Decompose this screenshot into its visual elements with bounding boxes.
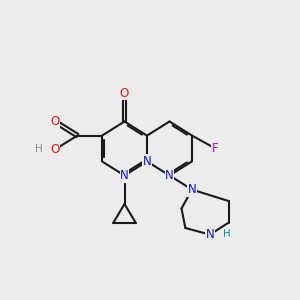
Text: O: O	[50, 143, 59, 156]
Text: N: N	[165, 169, 174, 182]
Text: O: O	[120, 86, 129, 100]
Text: H: H	[34, 144, 42, 154]
Text: N: N	[206, 228, 214, 241]
Text: N: N	[142, 155, 152, 168]
Text: N: N	[120, 169, 129, 182]
Text: O: O	[50, 115, 59, 128]
Text: H: H	[223, 229, 230, 239]
Text: N: N	[188, 183, 196, 196]
Text: F: F	[212, 142, 219, 155]
